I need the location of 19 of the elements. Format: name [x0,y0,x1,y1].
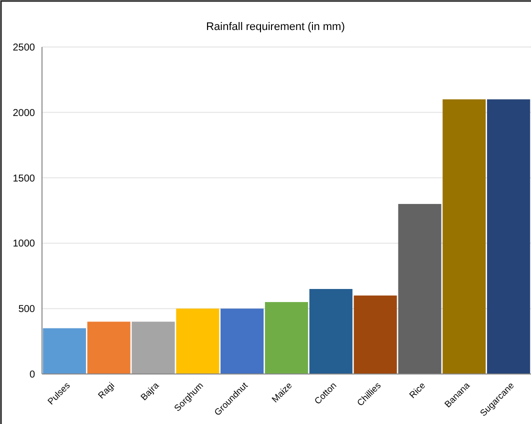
y-tick-label: 2500 [12,42,36,54]
chart-title: Rainfall requirement (in mm) [206,21,345,33]
bar [87,322,130,374]
y-tick-label: 1000 [12,238,36,250]
bar [398,204,442,374]
bar [42,328,86,374]
x-tick-label: Rice [407,380,428,400]
bar [442,99,486,374]
bar [176,308,220,374]
bar [264,302,308,374]
y-tick-label: 2000 [12,108,36,119]
bar [487,99,530,374]
y-tick-label: 0 [29,370,36,380]
bar [132,322,175,374]
y-tick-label: 1500 [12,173,36,184]
bar [309,288,352,374]
y-tick-label: 500 [18,304,36,316]
bar [220,308,264,374]
bar [354,296,397,374]
